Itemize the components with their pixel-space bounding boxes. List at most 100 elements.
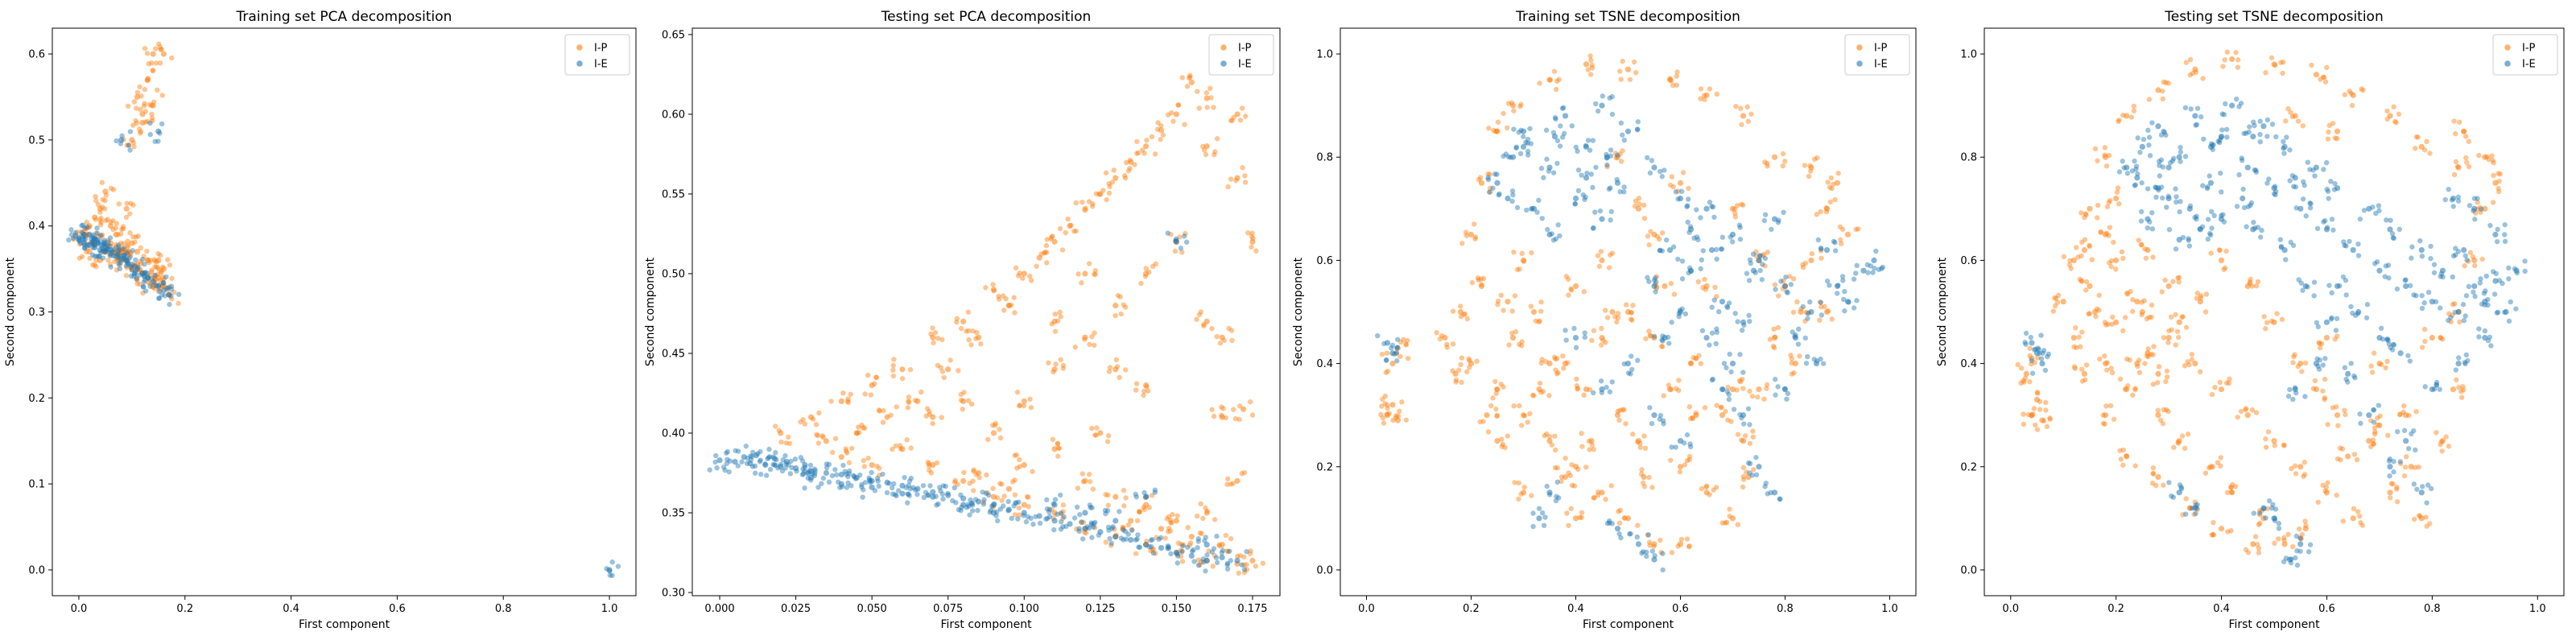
- data-point: [2132, 463, 2138, 469]
- data-point: [98, 242, 104, 248]
- data-point: [2211, 519, 2216, 526]
- data-point: [757, 459, 763, 464]
- data-point: [2178, 485, 2184, 490]
- data-point: [1516, 130, 1521, 135]
- data-point: [2165, 164, 2172, 171]
- data-point: [1097, 430, 1104, 436]
- data-point: [2218, 455, 2223, 460]
- data-point: [1509, 334, 1517, 341]
- data-point: [2322, 376, 2328, 382]
- data-point: [899, 490, 906, 497]
- data-point: [1724, 389, 1730, 394]
- data-point: [113, 244, 119, 250]
- data-point: [1219, 550, 1225, 555]
- data-point: [1732, 214, 1739, 220]
- data-point: [2032, 360, 2037, 365]
- data-point: [149, 60, 155, 66]
- data-point: [1080, 479, 1087, 485]
- data-point: [1103, 170, 1109, 175]
- data-point: [1108, 543, 1114, 548]
- data-point: [1719, 299, 1726, 305]
- data-point: [851, 473, 857, 480]
- data-point: [1082, 270, 1088, 277]
- data-point: [2471, 283, 2478, 290]
- data-point: [2289, 465, 2294, 472]
- data-point: [152, 258, 159, 264]
- data-point: [2127, 357, 2132, 363]
- legend: I-PI-E: [564, 34, 630, 76]
- data-point: [151, 68, 156, 73]
- data-point: [1015, 273, 1022, 279]
- data-point: [147, 131, 153, 138]
- data-point: [2343, 278, 2349, 283]
- data-point: [1527, 126, 1533, 131]
- data-point: [972, 497, 979, 502]
- data-point: [155, 250, 161, 257]
- data-point: [125, 244, 130, 250]
- data-point: [1684, 536, 1690, 542]
- data-point: [145, 280, 151, 286]
- data-point: [1051, 366, 1058, 373]
- data-point: [2297, 360, 2304, 367]
- data-point: [1390, 417, 1396, 423]
- data-point: [2465, 357, 2471, 364]
- data-point: [2322, 396, 2327, 402]
- data-point: [125, 261, 131, 267]
- data-point: [1618, 76, 1624, 82]
- data-point: [1844, 231, 1852, 237]
- data-point: [2102, 421, 2107, 427]
- data-point: [145, 118, 151, 124]
- data-point: [2079, 210, 2084, 216]
- data-point: [856, 424, 861, 430]
- data-point: [1076, 526, 1082, 531]
- data-point: [2261, 506, 2267, 512]
- data-point: [861, 425, 866, 431]
- data-point: [1168, 551, 1174, 557]
- data-point: [130, 140, 137, 146]
- data-point: [1172, 248, 1179, 254]
- data-point: [2132, 182, 2138, 188]
- data-point: [155, 271, 160, 278]
- data-point: [2334, 283, 2341, 290]
- data-point: [2403, 454, 2409, 460]
- data-point: [1051, 502, 1058, 508]
- data-point: [1097, 529, 1104, 535]
- data-point: [1764, 386, 1769, 391]
- data-point: [1554, 493, 1559, 499]
- data-point: [1043, 242, 1050, 249]
- data-point: [881, 407, 886, 414]
- data-point: [1840, 278, 1846, 283]
- data-point: [2102, 320, 2108, 325]
- data-point: [1562, 113, 1569, 119]
- data-point: [1736, 378, 1743, 384]
- data-point: [2418, 515, 2425, 522]
- data-point: [169, 275, 175, 282]
- data-point: [2143, 255, 2149, 261]
- data-point: [113, 253, 119, 259]
- data-point: [2281, 443, 2287, 448]
- data-point: [1108, 540, 1114, 547]
- data-point: [902, 474, 907, 481]
- data-point: [2134, 299, 2140, 305]
- data-point: [1518, 491, 1524, 497]
- data-point: [1232, 415, 1239, 422]
- data-point: [93, 217, 98, 222]
- data-point: [115, 246, 122, 252]
- data-point: [869, 462, 875, 469]
- data-point: [2223, 248, 2229, 254]
- data-point: [1617, 407, 1623, 413]
- data-point: [1044, 515, 1051, 522]
- data-point: [1871, 257, 1877, 264]
- data-point: [90, 262, 96, 268]
- data-point: [1107, 365, 1113, 370]
- data-point: [1566, 292, 1571, 298]
- data-point: [1719, 234, 1726, 240]
- data-point: [1802, 318, 1808, 324]
- data-point: [2379, 361, 2384, 368]
- data-point: [2466, 258, 2471, 264]
- data-point: [2068, 266, 2074, 271]
- data-point: [2328, 179, 2334, 184]
- x-tick-label: 0.0: [1358, 603, 1375, 615]
- data-point: [2087, 311, 2092, 316]
- data-point: [119, 226, 125, 233]
